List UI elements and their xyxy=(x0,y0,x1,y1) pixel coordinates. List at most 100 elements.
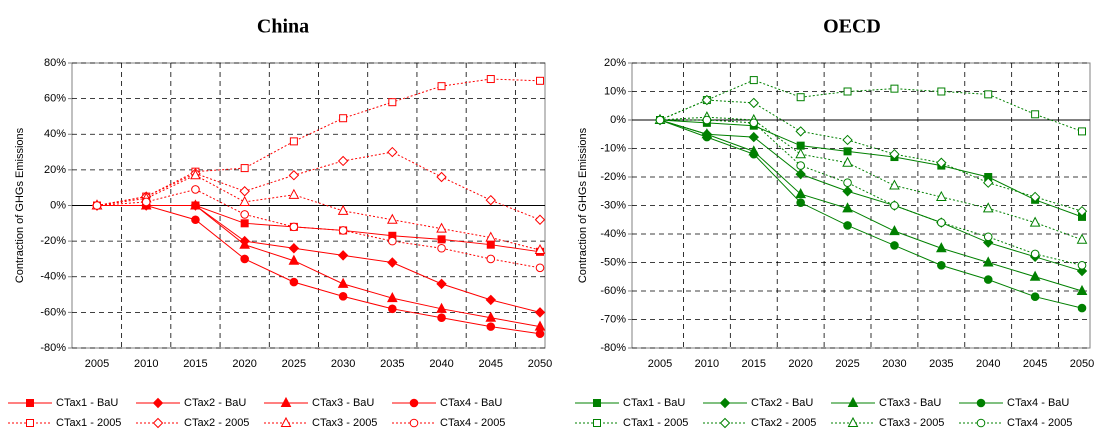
point xyxy=(337,250,349,261)
point xyxy=(240,164,249,173)
point xyxy=(486,75,495,84)
legend-marker xyxy=(976,418,986,428)
point xyxy=(702,115,712,125)
legend-label: CTax3 - 2005 xyxy=(879,417,944,429)
point xyxy=(388,304,397,314)
point xyxy=(534,243,546,255)
series-line xyxy=(659,119,1083,218)
point xyxy=(890,84,899,93)
legend-marker xyxy=(719,417,731,429)
legend-marker xyxy=(152,417,164,429)
legend-marker xyxy=(593,419,601,427)
point xyxy=(535,263,545,273)
point xyxy=(437,243,446,253)
point xyxy=(436,302,447,313)
point xyxy=(338,226,348,235)
x-tick-label: 2040 xyxy=(429,358,453,370)
y-tick-label: -70% xyxy=(600,313,626,325)
point xyxy=(796,141,805,150)
point xyxy=(239,238,250,249)
y-tick-label: -60% xyxy=(600,285,626,297)
point xyxy=(748,97,759,109)
legend-label: CTax2 - 2005 xyxy=(751,417,816,429)
point xyxy=(92,201,102,210)
point xyxy=(982,202,994,213)
point xyxy=(936,190,947,201)
legend-label: CTax2 - BaU xyxy=(184,397,246,409)
point xyxy=(485,311,497,322)
legend-label: CTax2 - 2005 xyxy=(184,417,249,429)
series-line xyxy=(96,78,541,206)
point xyxy=(796,93,805,102)
series-line xyxy=(96,151,541,221)
point xyxy=(436,222,447,233)
y-tick-label: -30% xyxy=(600,199,626,211)
point xyxy=(437,82,446,91)
series-line xyxy=(97,205,541,328)
point xyxy=(983,275,993,284)
y-tick-label: -80% xyxy=(40,342,66,354)
point xyxy=(982,256,994,267)
point xyxy=(984,90,993,99)
x-tick-label: 2030 xyxy=(331,358,355,370)
point xyxy=(748,131,759,143)
y-tick-label: -20% xyxy=(600,171,626,183)
point xyxy=(485,294,496,306)
point xyxy=(289,137,298,146)
point xyxy=(337,277,349,288)
point xyxy=(843,221,852,230)
y-tick-label: -20% xyxy=(40,235,66,247)
point xyxy=(337,155,349,167)
point xyxy=(288,170,300,181)
x-tick-label: 2015 xyxy=(183,358,207,370)
point xyxy=(289,222,299,232)
point xyxy=(436,171,447,183)
point xyxy=(795,168,806,180)
point xyxy=(749,76,758,85)
point xyxy=(191,215,200,225)
point xyxy=(239,186,250,197)
point xyxy=(486,240,495,249)
y-tick-label: 60% xyxy=(44,93,66,105)
point xyxy=(890,201,899,210)
point xyxy=(436,278,447,290)
point xyxy=(288,188,300,199)
y-tick-label: -60% xyxy=(40,306,66,318)
legend-marker xyxy=(409,418,419,428)
series-line xyxy=(659,79,1083,132)
legend-marker xyxy=(152,397,164,409)
legend-marker xyxy=(847,396,859,407)
point xyxy=(240,219,249,228)
legend-marker xyxy=(26,419,34,427)
legend-marker xyxy=(280,396,292,407)
point xyxy=(1030,249,1040,259)
legend-label: CTax4 - 2005 xyxy=(1007,417,1072,429)
y-tick-label: -40% xyxy=(600,228,626,240)
x-tick-label: 2035 xyxy=(380,358,404,370)
series-line xyxy=(660,119,1083,266)
point xyxy=(388,236,397,246)
point xyxy=(889,179,900,190)
x-tick-label: 2025 xyxy=(835,358,859,370)
point xyxy=(141,197,151,207)
x-tick-label: 2010 xyxy=(134,358,158,370)
point xyxy=(843,147,852,156)
series-line xyxy=(659,119,1083,309)
point xyxy=(239,195,250,206)
x-tick-label: 2010 xyxy=(695,358,719,370)
y-tick-label: 10% xyxy=(604,85,626,97)
series-line xyxy=(96,188,541,269)
y-tick-label: -40% xyxy=(40,271,66,283)
point xyxy=(1029,216,1041,227)
point xyxy=(387,292,398,303)
point xyxy=(190,199,201,210)
y-tick-label: 0% xyxy=(50,199,66,211)
point xyxy=(486,322,496,331)
legend-label: CTax1 - 2005 xyxy=(623,417,688,429)
point xyxy=(842,134,853,146)
point xyxy=(240,254,249,264)
x-tick-label: 2035 xyxy=(929,358,953,370)
point xyxy=(842,202,853,213)
legend-label: CTax4 - BaU xyxy=(440,397,502,409)
